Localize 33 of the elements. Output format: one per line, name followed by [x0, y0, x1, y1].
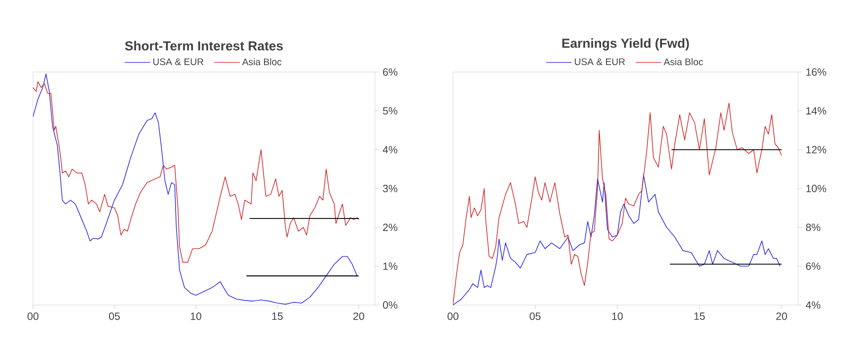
chart-title: Short-Term Interest Rates [125, 40, 283, 50]
x-tick-label: 05 [109, 312, 120, 320]
x-tick-label: 15 [694, 312, 705, 320]
y-tick-label: 6% [383, 68, 398, 76]
y-tick-label: 1% [383, 262, 398, 270]
y-tick-label: 8% [806, 224, 820, 232]
x-tick-label: 00 [448, 312, 458, 320]
x-tick-label: 05 [530, 312, 541, 320]
x-tick-label: 00 [28, 312, 38, 320]
line-series [33, 81, 360, 263]
y-tick-label: 0% [382, 301, 398, 309]
y-tick-label: 5% [382, 107, 398, 115]
x-tick-label: 10 [190, 312, 202, 320]
x-tick-label: 20 [776, 312, 787, 320]
y-tick-label: 4% [806, 301, 820, 309]
legend-label: Asia Bloc [664, 58, 703, 66]
line-series [33, 74, 358, 305]
x-tick-label: 15 [272, 312, 283, 320]
y-tick-label: 12% [806, 146, 826, 154]
y-tick-label: 6% [806, 262, 820, 270]
legend-label: Asia Bloc [242, 58, 282, 66]
y-tick-label: 3% [382, 184, 398, 192]
chart-title: Earnings Yield (Fwd) [562, 38, 689, 50]
y-tick-label: 16% [806, 68, 826, 76]
y-tick-label: 14% [806, 107, 826, 115]
x-tick-label: 20 [353, 312, 364, 320]
line-series [453, 174, 780, 305]
y-tick-label: 10% [806, 184, 826, 192]
y-tick-label: 2% [383, 224, 398, 232]
x-tick-label: 10 [612, 312, 623, 320]
y-tick-label: 4% [382, 146, 398, 154]
legend-label: USA & EUR [574, 58, 625, 66]
legend-label: USA & EUR [153, 58, 204, 66]
